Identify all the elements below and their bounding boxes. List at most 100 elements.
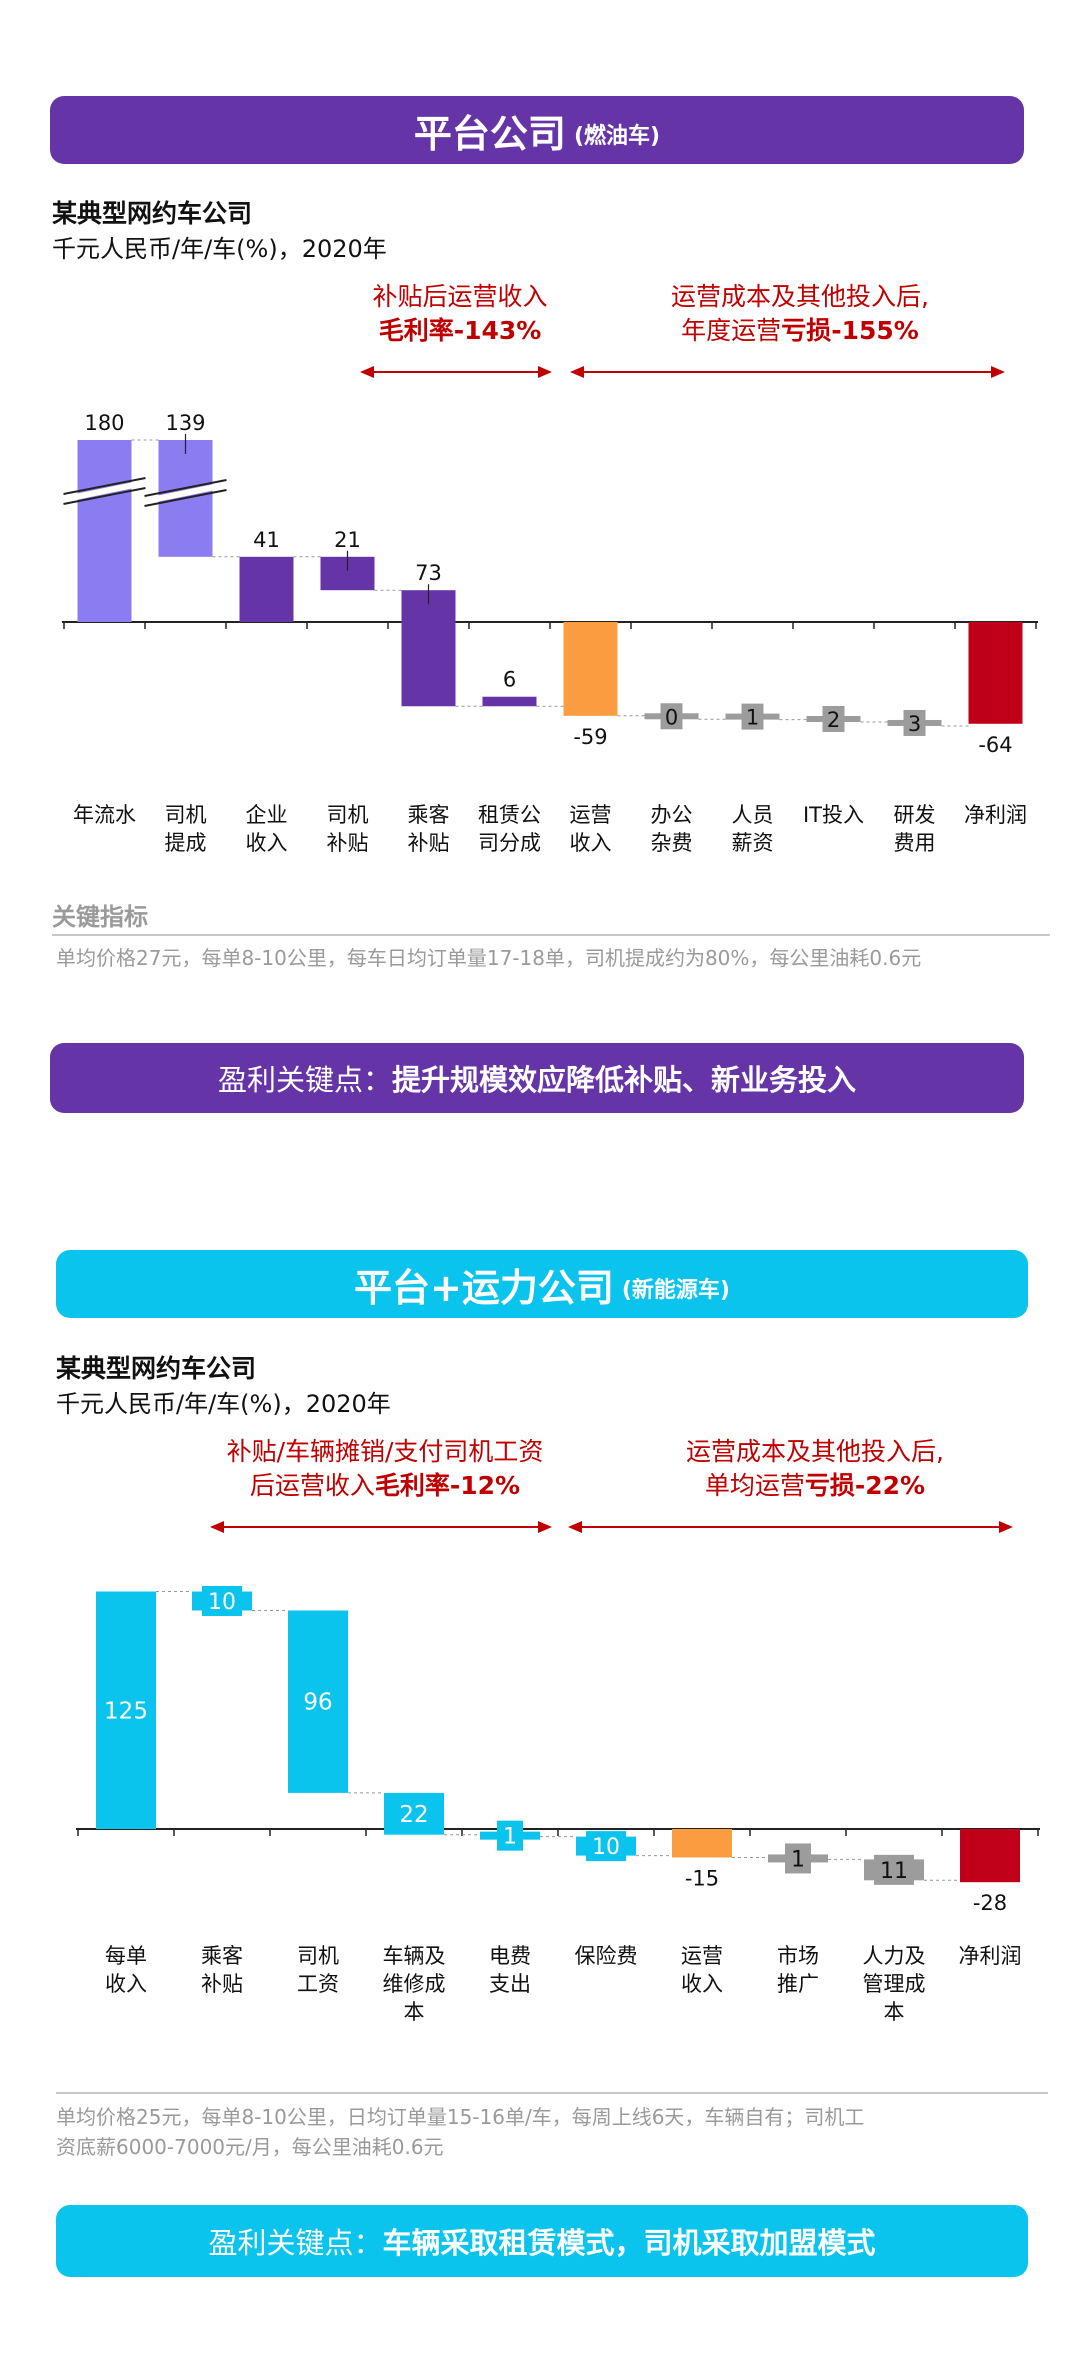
bar-运营收入 xyxy=(672,1829,732,1858)
value-label: 125 xyxy=(104,1698,148,1724)
section2-annotation-right: 运营成本及其他投入后, 单均运营亏损-22% xyxy=(630,1435,1000,1503)
value-label: 10 xyxy=(592,1835,620,1860)
section2-annotation-right-line1: 运营成本及其他投入后, xyxy=(686,1437,944,1466)
section1-note: 单均价格27元，每单8-10公里，每车日均订单量17-18单，司机提成约为80%… xyxy=(56,946,922,970)
category-label-司机工资: 司机工资 xyxy=(297,1944,339,1996)
category-label-保险费: 保险费 xyxy=(575,1944,638,1968)
value-label: 2 xyxy=(827,708,840,732)
bar-净利润 xyxy=(960,1829,1020,1883)
value-label-box xyxy=(822,705,845,732)
section2-keypoint-banner: 盈利关键点： 车辆采取租赁模式，司机采取加盟模式 xyxy=(56,2205,1028,2277)
section2-title-sub: (新能源车) xyxy=(621,1278,730,1303)
section1-title: 平台公司 xyxy=(413,111,566,156)
category-label-乘客补贴: 乘客补贴 xyxy=(201,1944,243,1996)
value-label: 1 xyxy=(791,1847,805,1872)
section2-annotation-left-line2b: 毛利率-12% xyxy=(374,1471,521,1500)
section1-divider xyxy=(52,934,1050,936)
section2-note-line1: 单均价格25元，每单8-10公里，日均订单量15-16单/车，每周上线6天，车辆… xyxy=(56,2105,865,2129)
section2-note-line2: 资底薪6000-7000元/月，每公里油耗0.6元 xyxy=(56,2135,444,2159)
section2-annotation-left-line2a: 后运营收入 xyxy=(249,1471,375,1500)
operating-loss-range-arrow-head-left xyxy=(570,366,584,378)
value-label-box xyxy=(202,1586,242,1616)
waterfall-chart-fuel: 180年流水139司机提成41企业收入21司机补贴73乘客补贴6租赁公司分成-5… xyxy=(62,366,1038,855)
value-label: -28 xyxy=(973,1891,1007,1915)
key-metrics-label: 关键指标 xyxy=(52,903,148,931)
axis-break-gap xyxy=(145,482,226,504)
axis-break-mark xyxy=(144,479,227,497)
category-label-租赁公司分成: 租赁公司分成 xyxy=(478,803,541,855)
category-label-市场推广: 市场推广 xyxy=(777,1944,819,1996)
category-label-车辆及维修成本: 车辆及维修成本 xyxy=(383,1944,446,2024)
value-label: 3 xyxy=(908,712,921,736)
section1-annotation-right-line1: 运营成本及其他投入后, xyxy=(671,282,929,311)
value-label: 180 xyxy=(84,411,124,435)
category-label-司机提成: 司机提成 xyxy=(165,803,207,855)
value-label: 0 xyxy=(665,705,678,729)
category-label-司机补贴: 司机补贴 xyxy=(327,803,369,855)
section1-annotation-right-line2b: 亏损-155% xyxy=(781,316,919,345)
section2-annotation-right-line2a: 单均运营 xyxy=(704,1471,805,1500)
bar-每单收入 xyxy=(96,1591,156,1829)
value-label-box xyxy=(785,1843,811,1874)
value-label-box xyxy=(903,709,926,736)
bar-企业收入 xyxy=(239,556,294,622)
value-label: 21 xyxy=(334,528,361,552)
value-label: 11 xyxy=(880,1859,908,1884)
section2-keypoint-text: 车辆采取租赁模式，司机采取加盟模式 xyxy=(382,2226,876,2260)
section2-annotation-right-line2b: 亏损-22% xyxy=(804,1471,926,1500)
section1-unit: 千元人民币/年/车(%)，2020年 xyxy=(52,235,387,263)
category-label-人员薪资: 人员薪资 xyxy=(732,803,774,855)
section2-title-banner: 平台+运力公司 (新能源车) xyxy=(56,1250,1028,1318)
axis-break-mark xyxy=(63,487,146,505)
value-label-box xyxy=(586,1831,626,1862)
value-label: -59 xyxy=(573,725,607,749)
section1-keypoint-prefix: 盈利关键点： xyxy=(217,1063,392,1097)
value-label: -64 xyxy=(978,733,1012,757)
value-label: 10 xyxy=(208,1590,236,1615)
section1-subhead: 某典型网约车公司 xyxy=(52,199,253,228)
category-label-办公杂费: 办公杂费 xyxy=(651,803,693,855)
gross-margin-range-arrow-head-right xyxy=(538,1521,552,1533)
section2-title: 平台+运力公司 xyxy=(354,1265,614,1310)
value-label: 41 xyxy=(253,528,280,552)
category-label-年流水: 年流水 xyxy=(73,803,136,827)
axis-break-gap xyxy=(64,480,145,502)
section1-title-sub: (燃油车) xyxy=(573,124,661,149)
section2-note: 单均价格25元，每单8-10公里，日均订单量15-16单/车，每周上线6天，车辆… xyxy=(56,2102,864,2162)
category-label-每单收入: 每单收入 xyxy=(105,1944,147,1996)
value-label: 1 xyxy=(503,1825,517,1850)
operating-loss-range-arrow-head-right xyxy=(999,1521,1013,1533)
value-label: 73 xyxy=(415,561,442,585)
category-label-净利润: 净利润 xyxy=(964,803,1027,827)
gross-margin-range-arrow-head-left xyxy=(360,366,374,378)
section1-annotation-left-line1: 补贴后运营收入 xyxy=(372,282,548,311)
category-label-净利润: 净利润 xyxy=(959,1944,1022,1968)
category-label-运营收入: 运营收入 xyxy=(570,803,612,855)
value-label-box xyxy=(660,703,683,730)
value-label: -15 xyxy=(685,1867,719,1891)
value-label: 1 xyxy=(746,706,759,730)
section2-divider xyxy=(56,2092,1048,2094)
section1-annotation-right-line2a: 年度运营 xyxy=(681,316,782,345)
value-label-box xyxy=(741,703,764,730)
section1-annotation-left-line2: 毛利率-143% xyxy=(378,316,542,345)
bar-司机工资 xyxy=(288,1610,348,1793)
section2-annotation-left: 补贴/车辆摊销/支付司机工资 后运营收入毛利率-12% xyxy=(180,1435,590,1503)
bar-乘客补贴 xyxy=(401,590,456,707)
value-label: 22 xyxy=(399,1802,428,1828)
value-label: 6 xyxy=(503,668,516,692)
section2-subhead: 某典型网约车公司 xyxy=(56,1354,257,1383)
bar-运营收入 xyxy=(563,622,618,716)
section2-keypoint-prefix: 盈利关键点： xyxy=(208,2226,383,2260)
category-label-企业收入: 企业收入 xyxy=(246,803,288,855)
section2-annotation-left-line1: 补贴/车辆摊销/支付司机工资 xyxy=(226,1437,544,1466)
operating-loss-range-arrow-head-left xyxy=(568,1521,582,1533)
section1-keypoint-banner: 盈利关键点： 提升规模效应降低补贴、新业务投入 xyxy=(50,1043,1024,1113)
bar-车辆及维修成本 xyxy=(384,1792,444,1835)
axis-break-mark xyxy=(63,477,146,495)
gross-margin-range-arrow-head-right xyxy=(538,366,552,378)
waterfall-chart-ev: 125 每单收入 10 乘客补贴 96 司机工资 22 车辆及维修成本 1 电费支出 10 保险费 -1… xyxy=(76,1521,1040,2024)
section1-annotation-right: 运营成本及其他投入后, 年度运营亏损-155% xyxy=(600,280,1000,348)
category-label-运营收入: 运营收入 xyxy=(681,1944,723,1996)
value-label-box xyxy=(874,1854,914,1885)
